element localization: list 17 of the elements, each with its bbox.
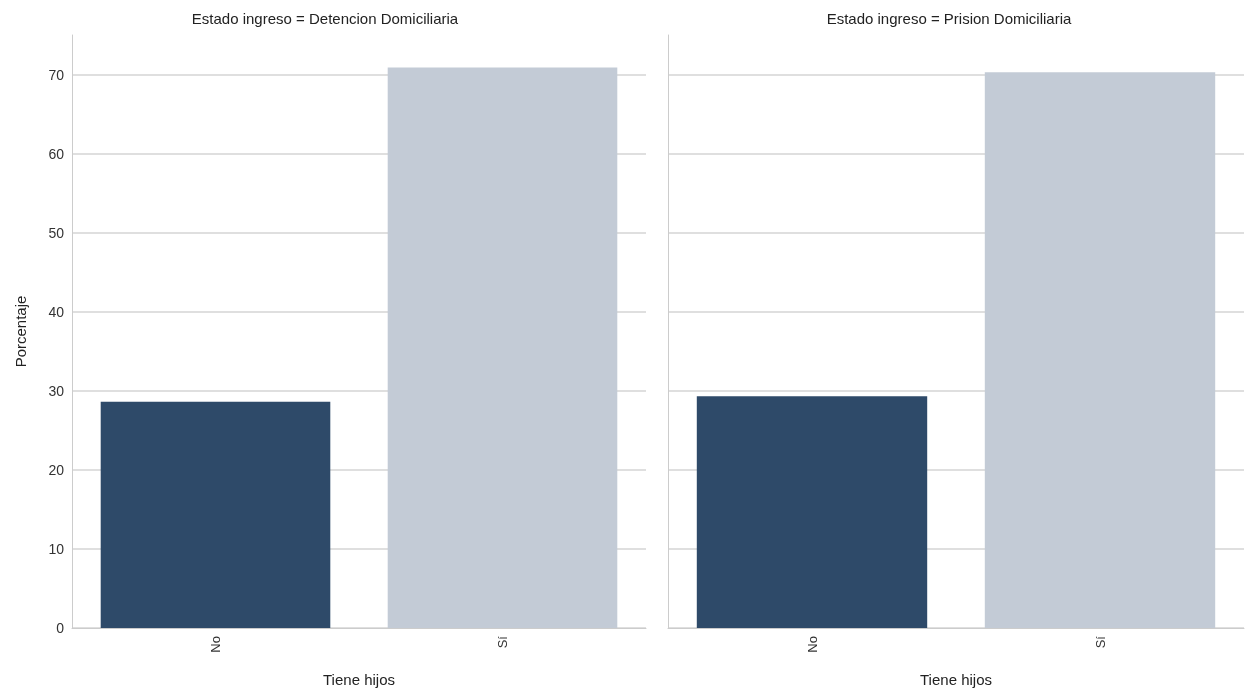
y-tick-label: 40 bbox=[48, 303, 65, 320]
y-tick-label: 10 bbox=[48, 540, 65, 557]
y-tick-label: 20 bbox=[48, 461, 65, 478]
y-tick-label: 70 bbox=[48, 66, 65, 83]
x-tick-label: No bbox=[804, 636, 820, 653]
y-tick-label: 50 bbox=[48, 224, 65, 241]
x-tick-label: Sí bbox=[495, 635, 510, 649]
x-axis-title: Tiene hijos bbox=[323, 671, 395, 688]
y-axis-title: Porcentaje bbox=[12, 295, 29, 368]
chart-title: Estado ingreso = Detencion Domiciliaria bbox=[191, 10, 459, 27]
x-tick-label: No bbox=[208, 636, 223, 653]
x-axis-title: Tiene hijos bbox=[920, 671, 992, 688]
chart-title: Estado ingreso = Prision Domiciliaria bbox=[826, 10, 1072, 27]
y-tick-label: 60 bbox=[48, 145, 65, 162]
x-tick-label: Sí bbox=[1092, 635, 1108, 649]
y-tick-label: 0 bbox=[56, 620, 65, 636]
y-tick-label: 30 bbox=[48, 382, 65, 399]
